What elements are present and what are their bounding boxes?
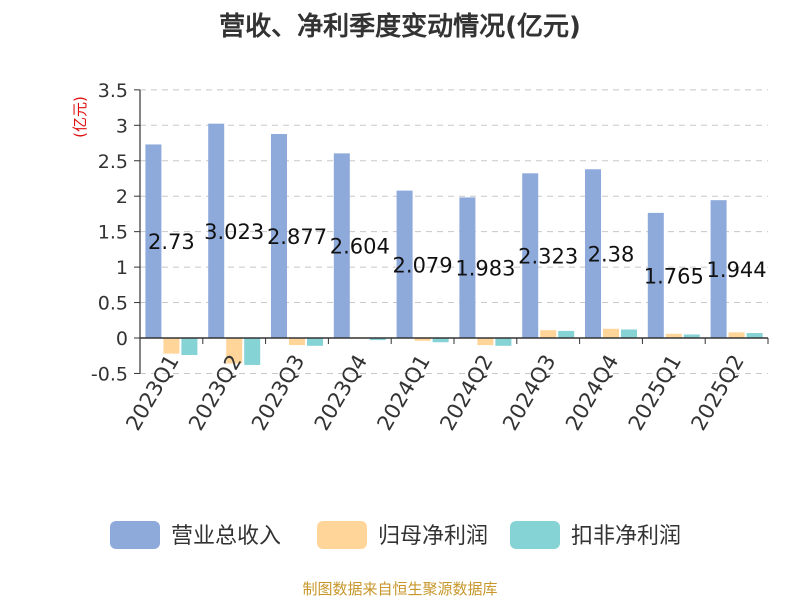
y-axis-unit-label: (亿元) <box>71 96 89 138</box>
source-note: 制图数据来自恒生聚源数据库 <box>302 580 497 598</box>
grid-lines <box>140 89 768 374</box>
bar-net-profit <box>665 333 682 338</box>
y-tick-label: 0 <box>116 328 128 350</box>
x-tick-label: 2024Q4 <box>561 351 623 435</box>
bar-deducted-net-profit <box>181 338 198 356</box>
bar-revenue <box>208 123 225 338</box>
bar-deducted-net-profit <box>495 338 512 346</box>
bar-net-profit <box>163 338 180 354</box>
x-tick-label: 2023Q4 <box>310 351 372 435</box>
y-tick-label: 2.5 <box>98 151 128 173</box>
bar-deducted-net-profit <box>746 333 763 338</box>
data-label-revenue: 2.38 <box>588 243 635 267</box>
axes <box>139 89 769 374</box>
x-tick-label: 2023Q1 <box>121 351 183 435</box>
legend-swatch <box>317 521 367 549</box>
bar-deducted-net-profit <box>369 338 386 341</box>
x-tick-label: 2025Q1 <box>624 351 686 435</box>
legend-swatch <box>510 521 560 549</box>
data-label-revenue: 1.983 <box>455 257 515 281</box>
y-tick-label: 1.5 <box>98 222 128 244</box>
legend-swatch <box>110 521 160 549</box>
data-label-revenue: 1.765 <box>644 264 704 288</box>
x-tick-label: 2024Q1 <box>372 351 434 435</box>
x-tick-label: 2024Q3 <box>498 351 560 435</box>
bar-revenue <box>333 153 350 338</box>
bar-revenue <box>396 190 413 338</box>
bar-revenue <box>145 144 162 338</box>
legend: 营业总收入 归母净利润 扣非净利润 <box>110 521 681 549</box>
bar-net-profit <box>289 338 305 346</box>
data-label-revenue: 3.023 <box>204 220 264 244</box>
y-tick-label: 2 <box>116 186 128 208</box>
bar-net-profit <box>603 328 619 338</box>
y-tick-label: 0.5 <box>98 293 128 315</box>
bar-net-profit <box>414 338 431 341</box>
bar-revenue <box>459 197 476 338</box>
bar-revenue <box>647 212 664 338</box>
bar-net-profit <box>226 338 243 364</box>
y-tick-label: -0.5 <box>91 363 128 385</box>
data-label-revenue: 2.604 <box>330 235 390 259</box>
data-label-revenue: 2.73 <box>148 230 195 254</box>
x-axis-ticks: 2023Q1 2023Q2 2023Q3 2023Q4 2024Q1 2024Q2 2024… <box>121 351 749 435</box>
bar-net-profit <box>728 332 745 338</box>
legend-label: 扣非净利润 <box>571 524 681 549</box>
bar-deducted-net-profit <box>432 338 449 343</box>
legend-label: 营业总收入 <box>171 524 281 549</box>
bar-deducted-net-profit <box>683 334 700 338</box>
data-label-revenue: 2.323 <box>518 245 578 269</box>
bars <box>145 123 763 365</box>
bar-net-profit <box>477 338 494 346</box>
y-tick-label: 1 <box>116 257 128 279</box>
y-tick-label: 3.5 <box>98 80 128 102</box>
x-tick-label: 2024Q2 <box>435 351 497 435</box>
bar-deducted-net-profit <box>307 338 323 346</box>
bar-revenue <box>710 200 727 338</box>
bar-revenue <box>271 134 287 338</box>
y-tick-label: 3 <box>116 115 128 137</box>
bar-revenue <box>585 169 601 338</box>
bar-deducted-net-profit <box>621 329 637 338</box>
bar-revenue <box>522 173 539 338</box>
data-label-revenue: 1.944 <box>707 258 767 282</box>
chart-title: 营收、净利季度变动情况(亿元) <box>219 11 581 42</box>
y-axis-ticks: 3.5 3 2.5 2 1.5 1 0.5 0 -0.5 <box>91 80 140 385</box>
x-tick-label: 2023Q2 <box>184 351 246 435</box>
bar-net-profit <box>540 330 557 338</box>
bar-deducted-net-profit <box>558 330 575 338</box>
bar-deducted-net-profit <box>244 338 261 365</box>
data-label-revenue: 2.877 <box>267 225 327 249</box>
legend-label: 归母净利润 <box>378 524 488 549</box>
x-tick-label: 2025Q2 <box>686 351 748 435</box>
data-label-revenue: 2.079 <box>393 253 453 277</box>
